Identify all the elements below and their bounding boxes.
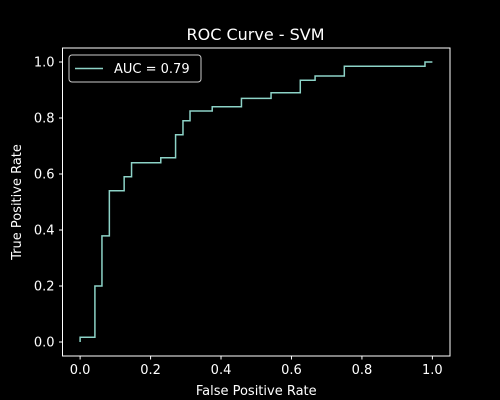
y-tick-label: 0.4 — [34, 224, 55, 239]
y-axis-label: True Positive Rate — [10, 144, 25, 261]
axes-frame — [62, 47, 451, 357]
plot-area — [62, 47, 451, 357]
x-axis-ticks: 0.0 0.2 0.4 0.6 0.8 1.0 — [70, 356, 443, 378]
y-axis-ticks: 0.0 0.2 0.4 0.6 0.8 1.0 — [34, 56, 63, 351]
y-tick-label: 0.0 — [34, 336, 55, 351]
legend-box — [68, 54, 202, 83]
x-tick-label: 0.0 — [70, 363, 91, 378]
x-tick-label: 0.4 — [211, 363, 232, 378]
series-layer — [79, 61, 433, 342]
x-axis-label: False Positive Rate — [196, 384, 317, 399]
x-tick-label: 0.8 — [352, 363, 373, 378]
y-tick-label: 0.8 — [34, 112, 55, 127]
x-tick-label: 0.6 — [281, 363, 302, 378]
y-tick-label: 0.6 — [34, 168, 55, 183]
y-tick-label: 0.2 — [34, 280, 55, 295]
roc-curve-line — [79, 61, 433, 342]
x-tick-label: 0.2 — [140, 363, 161, 378]
x-tick-label: 1.0 — [422, 363, 443, 378]
chart-title: ROC Curve - SVM — [186, 25, 324, 44]
legend: AUC = 0.79 — [68, 54, 202, 83]
legend-entry: AUC = 0.79 — [114, 62, 190, 77]
y-tick-label: 1.0 — [34, 56, 55, 71]
